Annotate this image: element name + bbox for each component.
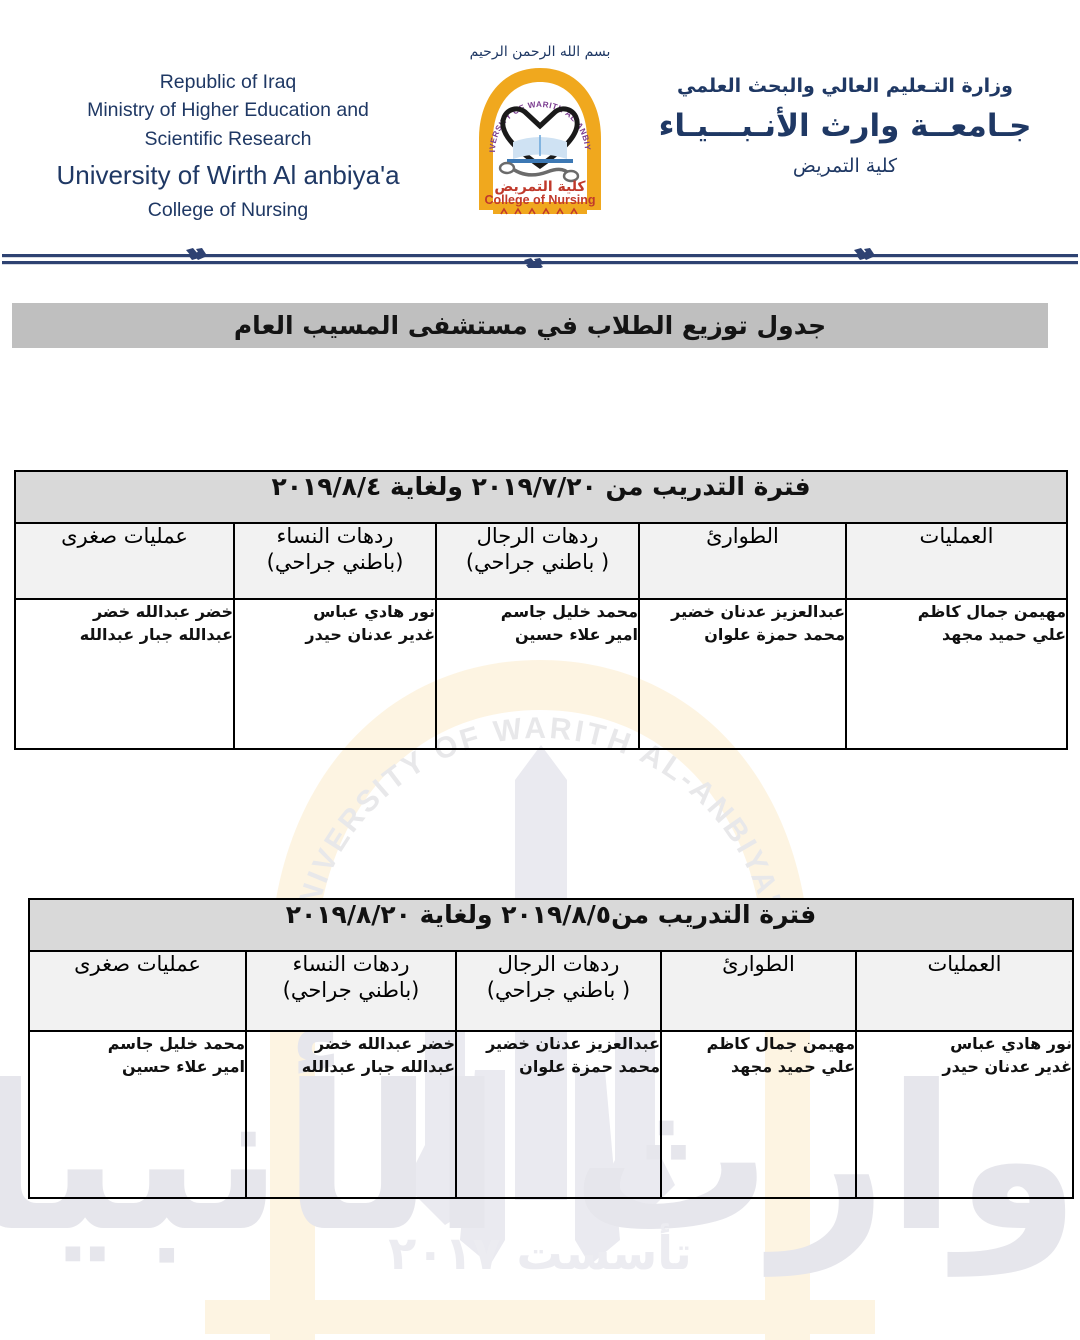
column-header-emergency: الطوارئ xyxy=(660,950,857,1032)
student-name: محمد حمزة علوان xyxy=(704,625,846,645)
student-cell: خضر عبدالله خضر عبدالله جبار عبدالله xyxy=(245,1030,457,1199)
student-cell: خضر عبدالله خضر عبدالله جبار عبدالله xyxy=(13,598,236,750)
student-cell: مهيمن جمال كاظم علي حميد مجهد xyxy=(845,598,1069,750)
column-header-line1: ردهات النساء xyxy=(292,952,410,976)
column-header-line2: (باطني جراحي) xyxy=(266,549,404,574)
letterhead-line-college: College of Nursing xyxy=(147,199,309,222)
student-name: عبدالعزيز عدنان خضير xyxy=(671,602,846,621)
column-header-women-wards: ردهات النساء (باطني جراحي) xyxy=(233,522,438,600)
student-cell: عبدالعزيز عدنان خضير محمد حمزة علوان xyxy=(455,1030,662,1199)
column-header-line1: العمليات xyxy=(927,952,1002,976)
column-header-operations: العمليات xyxy=(845,522,1069,600)
student-name: غدير عدنان حيدر xyxy=(305,625,436,645)
table-row: نور هادي عباس غدير عدنان حيدر مهيمن جمال… xyxy=(28,1030,1074,1199)
column-header-line1: العمليات xyxy=(919,524,994,548)
column-header-line1: ردهات الرجال xyxy=(476,524,599,548)
divider-ornament-center xyxy=(524,258,544,268)
student-name: علي حميد مجهد xyxy=(941,625,1067,645)
student-name: نور هادي عباس xyxy=(950,1034,1072,1053)
column-header-line1: ردهات النساء xyxy=(276,524,394,548)
column-header-line2: ( باطني جراحي) xyxy=(486,977,631,1002)
student-name: عبدالله جبار عبدالله xyxy=(301,1057,455,1077)
student-name: علي حميد مجهد xyxy=(730,1057,855,1077)
student-name: مهيمن جمال كاظم xyxy=(706,1034,855,1053)
student-name: عبدالله جبار عبدالله xyxy=(79,625,234,645)
svg-text:College of Nursing: College of Nursing xyxy=(484,193,595,207)
student-name: نور هادي عباس xyxy=(313,602,436,621)
header-divider xyxy=(0,234,1080,268)
column-header-men-wards: ردهات الرجال ( باطني جراحي) xyxy=(435,522,641,600)
letterhead-ar-university: جـامعــة وارث الأنـبـــيـاء xyxy=(658,107,1032,144)
column-header-line2: (باطني جراحي) xyxy=(282,977,420,1002)
letterhead-english-block: Republic of Iraq Ministry of Higher Educ… xyxy=(18,68,438,225)
logo-svg: UNIVERSITY OF WARITH AL-ANBIYA'A كلية ال… xyxy=(462,57,601,215)
student-cell: مهيمن جمال كاظم علي حميد مجهد xyxy=(660,1030,857,1199)
student-name: خضر عبدالله خضر xyxy=(314,1034,455,1053)
column-header-line1: عمليات صغرى xyxy=(61,524,188,548)
table-period-row: فترة التدريب من ٢٠١٩/٧/٢٠ ولغاية ٢٠١٩/٨/… xyxy=(13,470,1069,524)
student-name: امير علاء حسين xyxy=(515,625,639,645)
page-title: جدول توزيع الطلاب في مستشفى المسيب العام xyxy=(233,311,827,340)
column-header-emergency: الطوارئ xyxy=(638,522,848,600)
student-name: غدير عدنان حيدر xyxy=(942,1057,1072,1077)
student-cell: محمد خليل جاسم امير علاء حسين xyxy=(435,598,641,750)
page-title-bar: جدول توزيع الطلاب في مستشفى المسيب العام xyxy=(12,303,1048,348)
table-period-row: فترة التدريب من٢٠١٩/٨/٥ ولغاية ٢٠١٩/٨/٢٠ xyxy=(28,898,1074,952)
student-cell: محمد خليل جاسم امير علاء حسين xyxy=(28,1030,247,1199)
divider-svg xyxy=(2,248,1078,268)
column-header-men-wards: ردهات الرجال ( باطني جراحي) xyxy=(455,950,662,1032)
column-header-minor-operations: عمليات صغرى xyxy=(13,522,236,600)
letterhead: Republic of Iraq Ministry of Higher Educ… xyxy=(0,0,1080,240)
letterhead-ar-ministry: وزارة التـعليم العالي والبحث العلمي xyxy=(677,75,1013,97)
university-logo: UNIVERSITY OF WARITH AL-ANBIYA'A كلية ال… xyxy=(462,57,615,219)
student-name: خضر عبدالله خضر xyxy=(92,602,234,621)
training-table-period-1: فترة التدريب من ٢٠١٩/٧/٢٠ ولغاية ٢٠١٩/٨/… xyxy=(13,470,1069,750)
table-header-row: العمليات الطوارئ ردهات الرجال ( باطني جر… xyxy=(28,950,1074,1032)
basmala-text: بسم الله الرحمن الرحيم xyxy=(469,44,611,60)
student-name: محمد خليل جاسم xyxy=(107,1034,245,1053)
student-name: مهيمن جمال كاظم xyxy=(917,602,1067,621)
student-cell: نور هادي عباس غدير عدنان حيدر xyxy=(855,1030,1074,1199)
period-label: فترة التدريب من ٢٠١٩/٧/٢٠ ولغاية ٢٠١٩/٨/… xyxy=(13,470,1069,524)
table-row: مهيمن جمال كاظم علي حميد مجهد عبدالعزيز … xyxy=(13,598,1069,750)
training-table-period-2: فترة التدريب من٢٠١٩/٨/٥ ولغاية ٢٠١٩/٨/٢٠… xyxy=(28,898,1074,1199)
letterhead-line-republic: Republic of Iraq xyxy=(159,71,297,93)
student-name: محمد خليل جاسم xyxy=(500,602,639,621)
svg-text:كلية التمريض: كلية التمريض xyxy=(494,179,586,195)
letterhead-line-research: Scientific Research xyxy=(144,127,312,150)
watermark-band xyxy=(205,1300,875,1334)
letterhead-line-university: University of Wirth Al anbiya'a xyxy=(56,159,400,190)
student-name: امير علاء حسين xyxy=(121,1057,245,1077)
letterhead-ar-college: كلية التمريض xyxy=(792,155,898,177)
letterhead-center-block: بسم الله الرحمن الرحيم UNIVERSITY OF WAR… xyxy=(440,44,640,219)
student-cell: نور هادي عباس غدير عدنان حيدر xyxy=(233,598,438,750)
letterhead-arabic-block: وزارة التـعليم العالي والبحث العلمي جـام… xyxy=(630,72,1060,181)
column-header-line1: ردهات الرجال xyxy=(497,952,620,976)
column-header-line2: ( باطني جراحي) xyxy=(465,549,610,574)
column-header-line1: الطوارئ xyxy=(706,524,779,548)
column-header-operations: العمليات xyxy=(855,950,1074,1032)
period-label: فترة التدريب من٢٠١٩/٨/٥ ولغاية ٢٠١٩/٨/٢٠ xyxy=(28,898,1074,952)
watermark-founded-text: تأسست ٢٠١٧ xyxy=(388,1226,692,1280)
student-name: عبدالعزيز عدنان خضير xyxy=(486,1034,660,1053)
letterhead-line-ministry: Ministry of Higher Education and xyxy=(87,99,369,122)
column-header-minor-operations: عمليات صغرى xyxy=(28,950,247,1032)
table-header-row: العمليات الطوارئ ردهات الرجال ( باطني جر… xyxy=(13,522,1069,600)
student-name: محمد حمزة علوان xyxy=(519,1057,660,1077)
column-header-women-wards: ردهات النساء (باطني جراحي) xyxy=(245,950,457,1032)
divider-ornament-left xyxy=(186,248,206,260)
divider-ornament-right xyxy=(854,248,874,260)
column-header-line1: عمليات صغرى xyxy=(74,952,201,976)
student-cell: عبدالعزيز عدنان خضير محمد حمزة علوان xyxy=(638,598,848,750)
column-header-line1: الطوارئ xyxy=(722,952,795,976)
